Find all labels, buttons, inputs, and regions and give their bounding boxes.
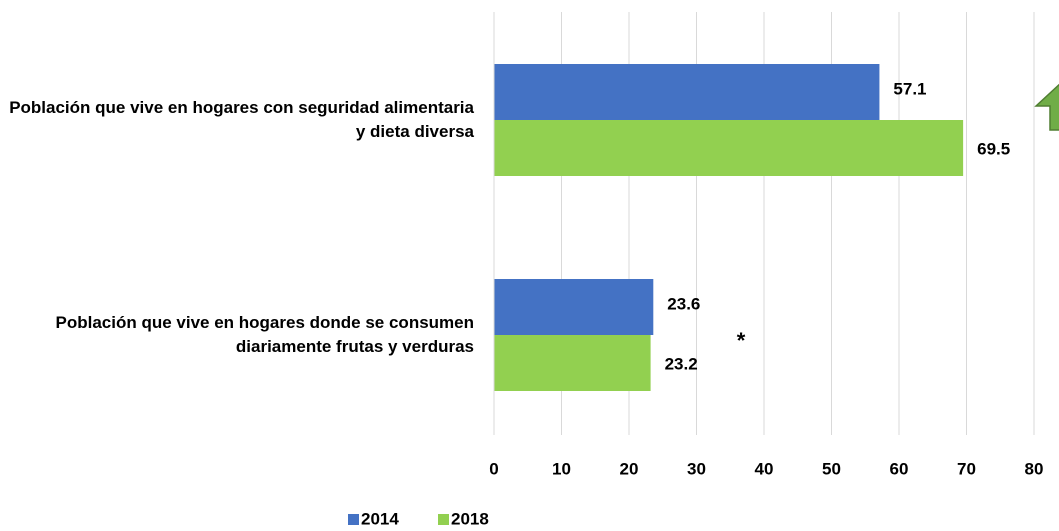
data-label: 23.2 [665, 354, 698, 373]
x-tick-label: 0 [489, 459, 498, 478]
x-tick-label: 20 [620, 459, 639, 478]
legend-label: 2018 [451, 509, 489, 528]
bar [494, 279, 654, 335]
bar [494, 64, 880, 120]
x-tick-label: 10 [552, 459, 571, 478]
y-tick-label: Población que vive en hogares donde se c… [55, 313, 475, 356]
data-label: 69.5 [977, 139, 1010, 158]
bar [494, 120, 964, 176]
x-tick-label: 60 [890, 459, 909, 478]
x-tick-label: 40 [755, 459, 774, 478]
x-tick-label: 70 [957, 459, 976, 478]
legend-swatch [348, 514, 359, 525]
legend-label: 2014 [361, 509, 399, 528]
x-tick-label: 80 [1025, 459, 1044, 478]
annotation: * [737, 328, 746, 353]
legend-swatch [438, 514, 449, 525]
x-tick-label: 30 [687, 459, 706, 478]
bar [494, 335, 651, 391]
x-tick-label: 50 [822, 459, 841, 478]
data-label: 57.1 [893, 79, 926, 98]
y-tick-label: Población que vive en hogares con seguri… [9, 98, 474, 141]
data-label: 23.6 [667, 294, 700, 313]
up-arrow [1034, 83, 1059, 131]
